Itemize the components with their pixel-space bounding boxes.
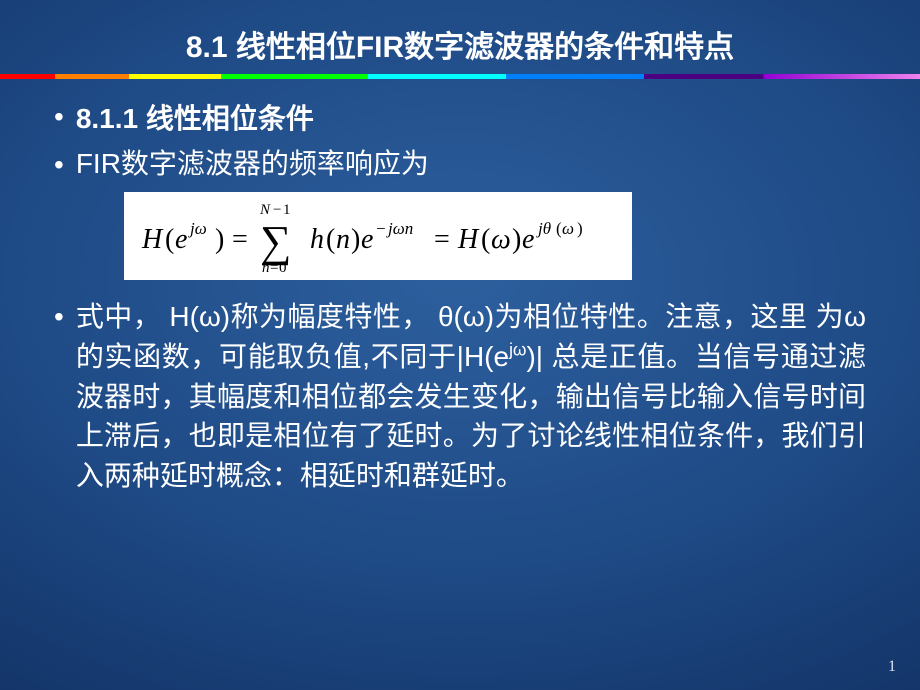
svg-text:H: H — [457, 224, 480, 255]
svg-text:): ) — [215, 224, 224, 255]
bullet-subtitle-line: • 8.1.1 线性相位条件 — [54, 97, 866, 137]
svg-text:): ) — [351, 224, 360, 255]
svg-text:N: N — [259, 202, 271, 218]
svg-text:=: = — [270, 260, 278, 276]
svg-text:e: e — [175, 224, 187, 255]
paragraph-text: 式中， H(ω)称为幅度特性， θ(ω)为相位特性。注意，这里 为ω的实函数，可… — [76, 297, 866, 496]
formula-box: H ( e jω ) = ∑ N − 1 n = 0 h ( — [124, 192, 632, 280]
svg-text:e: e — [522, 224, 534, 255]
svg-text:h: h — [310, 224, 324, 255]
svg-text:H: H — [141, 224, 164, 255]
bullet-dot-icon: • — [54, 145, 64, 184]
svg-text:−: − — [273, 202, 281, 218]
svg-text:∑: ∑ — [260, 217, 291, 266]
page-number: 1 — [888, 658, 896, 676]
svg-text:(: ( — [165, 224, 174, 255]
slide-content: • 8.1.1 线性相位条件 • FIR数字滤波器的频率响应为 H ( e jω… — [0, 97, 920, 496]
bullet-paragraph-line: • 式中， H(ω)称为幅度特性， θ(ω)为相位特性。注意，这里 为ω的实函数… — [54, 297, 866, 496]
paragraph-superscript: jω — [509, 340, 526, 360]
slide-title: 8.1 线性相位FIR数字滤波器的条件和特点 — [0, 22, 920, 66]
rainbow-divider — [0, 74, 920, 79]
svg-text:ω: ω — [562, 219, 574, 238]
svg-text:): ) — [512, 224, 521, 255]
svg-text:ω: ω — [491, 224, 511, 255]
svg-text:jωn: jωn — [386, 219, 413, 238]
svg-text:=: = — [434, 224, 450, 255]
svg-text:(: ( — [481, 224, 490, 255]
svg-text:jθ: jθ — [536, 219, 551, 238]
svg-text:0: 0 — [279, 260, 287, 276]
svg-text:1: 1 — [283, 202, 291, 218]
subtitle-text: 8.1.1 线性相位条件 — [76, 97, 314, 137]
svg-text:): ) — [577, 219, 583, 238]
svg-text:=: = — [232, 224, 248, 255]
svg-text:jω: jω — [188, 219, 207, 238]
line2-text: FIR数字滤波器的频率响应为 — [76, 145, 429, 183]
svg-text:−: − — [376, 219, 386, 238]
bullet-dot-icon: • — [54, 297, 64, 336]
bullet-line-2: • FIR数字滤波器的频率响应为 — [54, 145, 866, 184]
bullet-dot-icon: • — [54, 97, 64, 136]
svg-text:n: n — [262, 260, 270, 276]
svg-text:e: e — [361, 224, 373, 255]
svg-text:(: ( — [326, 224, 335, 255]
formula-container: H ( e jω ) = ∑ N − 1 n = 0 h ( — [124, 192, 866, 285]
svg-text:n: n — [336, 224, 350, 255]
formula-svg: H ( e jω ) = ∑ N − 1 n = 0 h ( — [138, 198, 618, 276]
